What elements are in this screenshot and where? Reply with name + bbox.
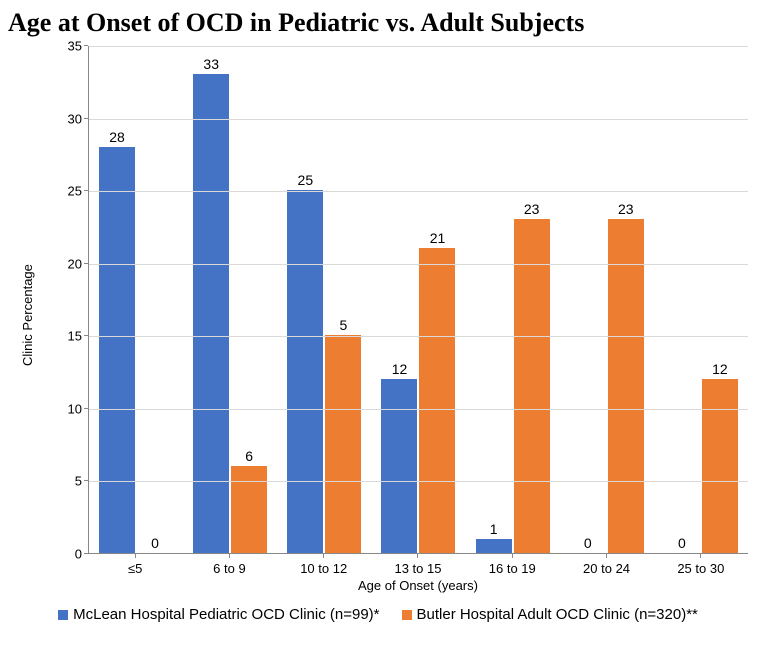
- gridline: [89, 264, 748, 265]
- legend-item: Butler Hospital Adult OCD Clinic (n=320)…: [402, 606, 698, 623]
- y-tick-mark: [84, 190, 88, 191]
- bar: 25: [287, 190, 323, 553]
- bar-value-label: 25: [298, 172, 314, 188]
- x-tick-label: 10 to 12: [277, 554, 371, 576]
- y-tick-label: 5: [75, 474, 82, 489]
- chart-title: Age at Onset of OCD in Pediatric vs. Adu…: [0, 0, 765, 38]
- y-tick-mark: [84, 118, 88, 119]
- y-tick-label: 35: [68, 39, 82, 54]
- gridline: [89, 191, 748, 192]
- gridline: [89, 336, 748, 337]
- x-tick-label: 13 to 15: [371, 554, 465, 576]
- gridline: [89, 409, 748, 410]
- x-tick-mark: [323, 554, 324, 558]
- bar-group: 123: [476, 219, 550, 553]
- y-tick-label: 15: [68, 329, 82, 344]
- x-tick-mark: [229, 554, 230, 558]
- y-axis-label: Clinic Percentage: [20, 264, 35, 366]
- y-tick-mark: [84, 480, 88, 481]
- x-tick-label: 25 to 30: [654, 554, 748, 576]
- bar: 21: [419, 248, 455, 553]
- bar: 28: [99, 147, 135, 553]
- y-tick-label: 10: [68, 401, 82, 416]
- bar-value-label: 21: [430, 230, 446, 246]
- bar-value-label: 33: [203, 56, 219, 72]
- bar-group: 255: [287, 190, 361, 553]
- bar-group: 0 12: [664, 379, 738, 553]
- bar: 12: [702, 379, 738, 553]
- x-tick-mark: [417, 554, 418, 558]
- x-tick-label: ≤5: [88, 554, 182, 576]
- x-axis-label: Age of Onset (years): [88, 578, 748, 593]
- bar-value-label: 0: [678, 535, 686, 551]
- bars-container: 2803362551221123023012: [89, 46, 748, 553]
- x-tick-label: 16 to 19: [465, 554, 559, 576]
- y-tick-label: 20: [68, 256, 82, 271]
- y-tick-mark: [84, 263, 88, 264]
- legend-item: McLean Hospital Pediatric OCD Clinic (n=…: [58, 606, 379, 623]
- y-tick-mark: [84, 45, 88, 46]
- gridline: [89, 119, 748, 120]
- x-tick-mark: [135, 554, 136, 558]
- bar: 5: [325, 335, 361, 553]
- legend-swatch: [402, 610, 412, 620]
- bar-value-label: 12: [712, 361, 728, 377]
- y-tick-mark: [84, 335, 88, 336]
- bar-value-label: 12: [392, 361, 408, 377]
- gridline: [89, 46, 748, 47]
- bar-group: 0 23: [570, 219, 644, 553]
- legend: McLean Hospital Pediatric OCD Clinic (n=…: [48, 606, 708, 623]
- bar-value-label: 6: [245, 448, 253, 464]
- bar-value-label: 0: [151, 535, 159, 551]
- bar: 12: [381, 379, 417, 553]
- bar: 1: [476, 539, 512, 554]
- x-tick-label: 6 to 9: [182, 554, 276, 576]
- bar: 23: [514, 219, 550, 553]
- plot-area: 2803362551221123023012: [88, 46, 748, 554]
- y-tick-label: 0: [75, 547, 82, 562]
- bar-group: 1221: [381, 248, 455, 553]
- legend-label: Butler Hospital Adult OCD Clinic (n=320)…: [417, 606, 698, 623]
- bar: 6: [231, 466, 267, 553]
- bar-value-label: 28: [109, 129, 125, 145]
- x-tick-mark: [512, 554, 513, 558]
- x-tick-label: 20 to 24: [559, 554, 653, 576]
- bar-value-label: 23: [618, 201, 634, 217]
- legend-label: McLean Hospital Pediatric OCD Clinic (n=…: [73, 606, 379, 623]
- bar-value-label: 1: [490, 521, 498, 537]
- bar-value-label: 5: [339, 317, 347, 333]
- y-tick-label: 25: [68, 184, 82, 199]
- y-axis: 05101520253035: [62, 46, 88, 554]
- y-tick-label: 30: [68, 111, 82, 126]
- bar-value-label: 23: [524, 201, 540, 217]
- x-axis-ticks: ≤56 to 910 to 1213 to 1516 to 1920 to 24…: [88, 554, 748, 576]
- bar-group: 28 0: [99, 147, 173, 553]
- legend-swatch: [58, 610, 68, 620]
- gridline: [89, 481, 748, 482]
- x-tick-mark: [700, 554, 701, 558]
- bar-value-label: 0: [584, 535, 592, 551]
- x-tick-mark: [606, 554, 607, 558]
- bar: 23: [608, 219, 644, 553]
- y-tick-mark: [84, 408, 88, 409]
